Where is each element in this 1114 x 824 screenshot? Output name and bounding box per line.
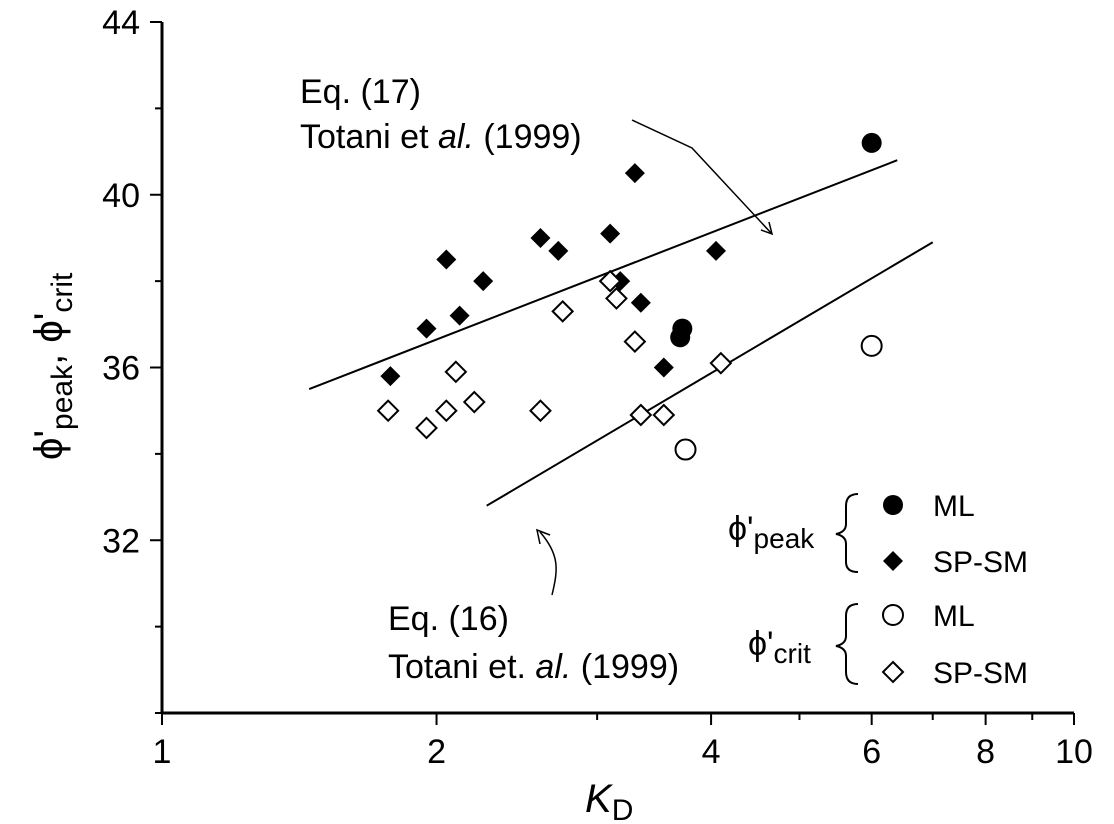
eq17-citation: Totani et al. (1999) <box>300 118 582 156</box>
point-peak-spsm <box>624 163 645 184</box>
y-axis-tick-labels: 32 36 40 44 <box>102 4 140 560</box>
point-crit-ml <box>860 334 883 357</box>
point-peak-spsm <box>473 271 494 292</box>
eq16-arrowhead <box>535 528 551 545</box>
y-axis-ticks <box>150 21 162 714</box>
data-points <box>376 132 883 461</box>
point-peak-spsm <box>530 227 551 248</box>
point-crit-spsm <box>652 403 676 427</box>
point-peak-spsm <box>600 223 621 244</box>
x-axis-tick-labels: 1 2 4 6 8 10 <box>153 733 1093 771</box>
point-crit-spsm <box>629 403 653 427</box>
point-crit-spsm <box>551 299 575 323</box>
legend-peak-brace <box>835 493 859 573</box>
point-peak-spsm <box>380 366 401 387</box>
point-peak-spsm <box>449 305 470 326</box>
legend: ϕ'peak ϕ'crit ML SP-SM ML SP-SM <box>728 490 1028 690</box>
point-crit-spsm <box>598 269 622 293</box>
eq16-arrow <box>539 531 557 596</box>
point-crit-spsm <box>605 286 628 310</box>
y-tick-label: 36 <box>102 350 140 388</box>
eq16-citation: Totani et. al. (1999) <box>388 648 679 686</box>
x-axis-ticks <box>161 713 1075 725</box>
point-crit-spsm <box>434 399 458 423</box>
eq17-label: Eq. (17) <box>300 73 421 111</box>
point-crit-spsm <box>623 330 647 354</box>
point-crit-spsm <box>529 399 552 423</box>
legend-entry-crit-ml: ML <box>933 600 975 633</box>
annotation-eq17: Eq. (17) Totani et al. (1999) <box>300 73 774 236</box>
eq17-arrow <box>631 119 773 235</box>
point-crit-spsm <box>415 416 438 440</box>
legend-peak-label: ϕ'peak <box>728 510 815 554</box>
x-tick-label: 4 <box>702 733 721 771</box>
point-crit-spsm <box>376 399 400 423</box>
point-crit-spsm <box>462 390 486 414</box>
point-peak-spsm <box>630 292 651 313</box>
legend-marker-peak-spsm <box>883 551 903 571</box>
regression-line <box>486 241 934 507</box>
regression-lines <box>308 159 934 507</box>
y-axis-title: ϕ'peak, ϕ'crit <box>27 272 79 460</box>
point-peak-ml <box>861 132 882 153</box>
legend-crit-brace <box>835 603 859 685</box>
point-crit-ml <box>674 438 697 461</box>
x-tick-label: 2 <box>427 733 446 771</box>
annotation-eq16: Eq. (16) Totani et. al. (1999) <box>388 528 679 686</box>
x-tick-label: 8 <box>976 733 995 771</box>
x-tick-label: 1 <box>153 733 172 771</box>
y-tick-label: 40 <box>102 177 140 215</box>
legend-entry-peak-ml: ML <box>933 490 975 523</box>
eq17-arrowhead <box>760 221 774 236</box>
point-crit-spsm <box>444 360 468 384</box>
x-tick-label: 6 <box>862 733 881 771</box>
x-tick-label: 10 <box>1055 733 1093 771</box>
point-peak-spsm <box>653 357 674 378</box>
point-peak-spsm <box>548 240 569 261</box>
point-peak-ml <box>672 318 693 339</box>
legend-entry-peak-spsm: SP-SM <box>933 546 1028 579</box>
legend-entry-crit-spsm: SP-SM <box>933 657 1028 690</box>
legend-marker-peak-ml <box>883 495 903 515</box>
y-tick-label: 32 <box>102 522 140 560</box>
legend-crit-label: ϕ'crit <box>748 625 811 669</box>
point-peak-spsm <box>436 249 457 270</box>
regression-line <box>308 159 898 391</box>
legend-marker-crit-ml <box>882 604 904 626</box>
y-tick-label: 44 <box>102 4 140 42</box>
point-peak-spsm <box>416 318 437 339</box>
eq16-label: Eq. (16) <box>388 600 509 638</box>
point-peak-spsm <box>705 240 726 261</box>
legend-marker-crit-spsm <box>881 660 905 684</box>
x-axis-title: KD <box>585 777 633 824</box>
point-crit-spsm <box>709 351 733 375</box>
